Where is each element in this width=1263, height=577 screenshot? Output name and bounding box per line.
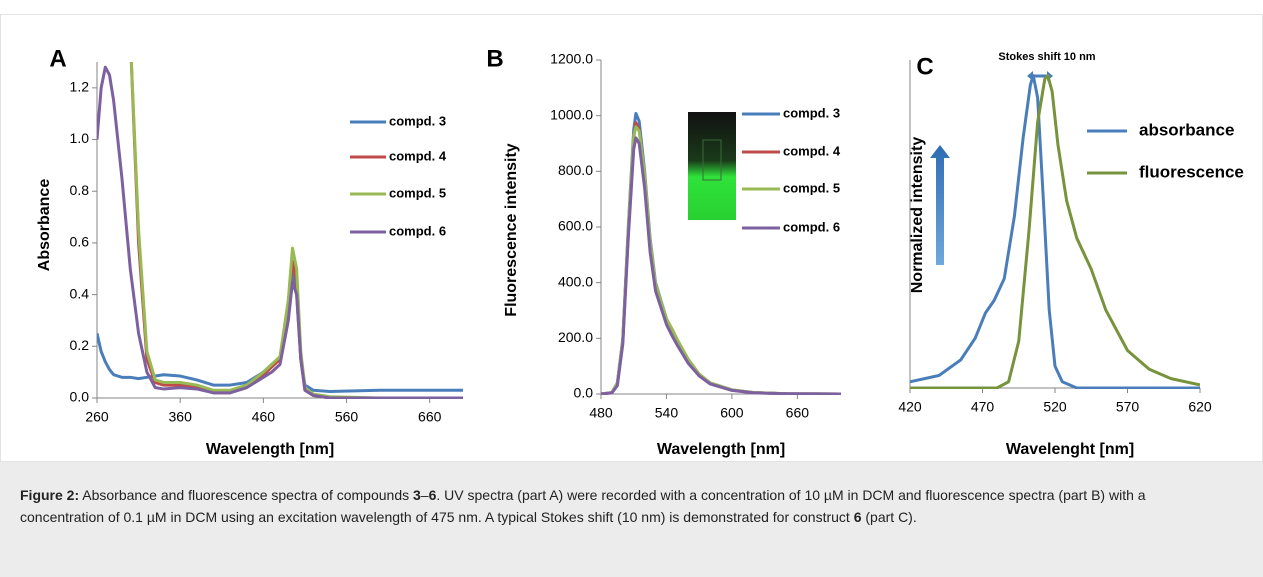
y-tick-label: 1000.0 xyxy=(550,106,593,122)
caption-text: Absorbance and fluorescence spectra of c… xyxy=(79,487,413,503)
y-tick-label: 1200.0 xyxy=(550,51,593,67)
panel-label: B xyxy=(486,45,503,72)
y-axis-label: Fluorescence intensity xyxy=(503,143,520,316)
legend-label: compd. 3 xyxy=(389,113,446,128)
caption-text: (part C). xyxy=(861,509,917,525)
caption-text: . UV spectra (part A) were recorded with… xyxy=(20,487,1150,525)
annotation: Stokes shift 10 nm xyxy=(998,51,1095,63)
y-tick-label: 200.0 xyxy=(558,329,593,345)
caption-text: 6 xyxy=(428,487,437,503)
series-line xyxy=(129,62,463,399)
y-tick-label: 1.2 xyxy=(70,79,90,95)
y-tick-label: 400.0 xyxy=(558,273,593,289)
x-axis-label: Wavelength [nm] xyxy=(206,441,334,458)
intensity-arrow xyxy=(930,145,950,265)
caption-text: Figure 2: xyxy=(20,487,80,503)
y-tick-label: 0.6 xyxy=(70,234,90,250)
vial-photo xyxy=(688,112,736,220)
caption: Figure 2: Absorbance and fluorescence sp… xyxy=(0,462,1263,577)
x-axis-label: Wavelenght [nm] xyxy=(1006,441,1134,458)
plot-area xyxy=(97,62,463,399)
charts: A Wavelength [nm] Absorbance 260 360 460 560 66… xyxy=(0,14,1263,462)
y-tick-label: 0.0 xyxy=(574,385,594,401)
y-tick-label: 800.0 xyxy=(558,162,593,178)
y-axis-label: Absorbance xyxy=(36,179,53,272)
x-tick-label: 620 xyxy=(1188,399,1212,415)
legend-label: compd. 6 xyxy=(389,223,446,238)
plot-area xyxy=(601,111,841,395)
x-tick-label: 660 xyxy=(786,405,810,421)
x-axis-label: Wavelength [nm] xyxy=(657,441,785,458)
series-line xyxy=(601,136,841,395)
legend-label: fluorescence xyxy=(1139,162,1244,181)
panel-label: A xyxy=(49,45,66,72)
plot-area xyxy=(910,74,1200,389)
x-tick-label: 470 xyxy=(971,399,995,415)
legend-label: compd. 6 xyxy=(783,219,840,234)
x-tick-label: 600 xyxy=(720,405,744,421)
x-tick-label: 420 xyxy=(898,399,922,415)
x-tick-label: 520 xyxy=(1043,399,1067,415)
series-line xyxy=(910,74,1200,389)
series-line xyxy=(910,74,1200,389)
vial-outline xyxy=(702,139,722,181)
legend-label: compd. 5 xyxy=(389,185,446,200)
legend-label: absorbance xyxy=(1139,120,1234,139)
x-tick-label: 540 xyxy=(655,405,679,421)
x-tick-label: 460 xyxy=(252,409,276,425)
panel-label: C xyxy=(916,53,933,80)
caption-text: 6 xyxy=(853,509,862,525)
x-tick-label: 260 xyxy=(85,409,109,425)
y-tick-label: 0.0 xyxy=(70,389,90,405)
x-tick-label: 360 xyxy=(169,409,193,425)
legend-label: compd. 5 xyxy=(783,180,840,195)
y-tick-label: 1.0 xyxy=(70,130,90,146)
caption-text: – xyxy=(420,487,429,503)
y-tick-label: 0.8 xyxy=(70,182,90,198)
series-line xyxy=(129,62,463,399)
y-tick-label: 600.0 xyxy=(558,218,593,234)
caption-text: 3 xyxy=(413,487,421,503)
y-axis-label: Normalized intensity xyxy=(909,137,926,294)
y-tick-label: 0.4 xyxy=(70,285,90,301)
series-line xyxy=(97,65,463,399)
x-tick-label: 480 xyxy=(589,405,613,421)
legend-label: compd. 4 xyxy=(783,143,841,158)
x-tick-label: 660 xyxy=(418,409,442,425)
y-tick-label: 0.2 xyxy=(70,337,90,353)
x-tick-label: 570 xyxy=(1116,399,1140,415)
legend-label: compd. 3 xyxy=(783,105,840,120)
x-tick-label: 560 xyxy=(335,409,359,425)
legend-label: compd. 4 xyxy=(389,148,447,163)
